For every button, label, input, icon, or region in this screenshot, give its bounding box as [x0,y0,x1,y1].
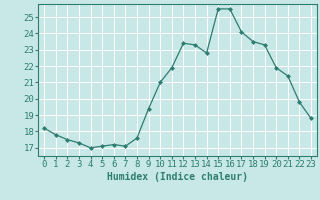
X-axis label: Humidex (Indice chaleur): Humidex (Indice chaleur) [107,172,248,182]
